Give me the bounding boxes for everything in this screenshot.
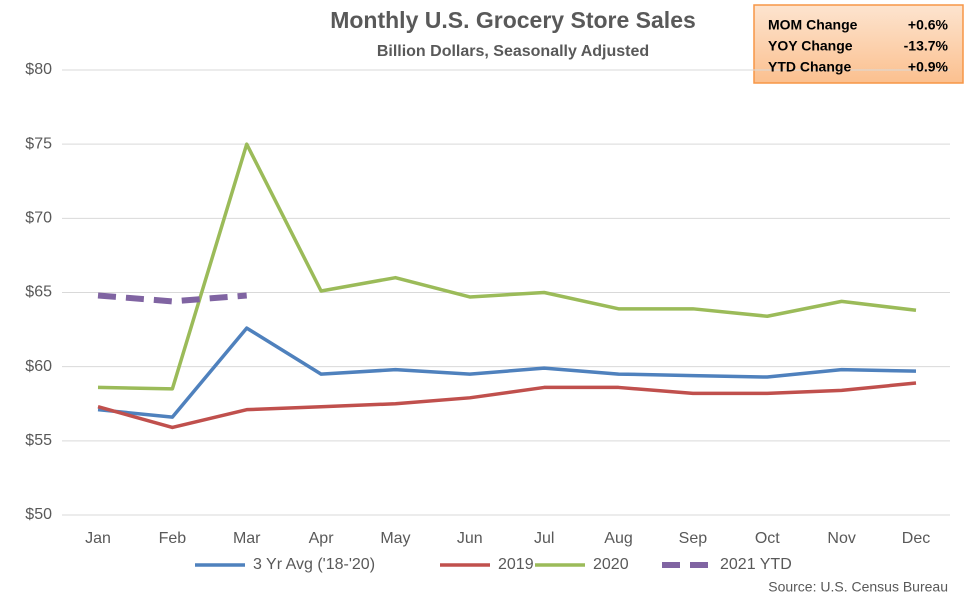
series-line [97, 142, 917, 391]
x-tick-label: Apr [309, 530, 335, 547]
x-tick-label: Jun [457, 530, 483, 547]
y-tick-label: $65 [25, 284, 52, 301]
x-tick-label: Jan [85, 530, 111, 547]
x-tick-label: Feb [159, 530, 187, 547]
stat-value: +0.9% [908, 59, 949, 75]
x-tick-label: Sep [679, 530, 708, 547]
x-tick-label: May [380, 530, 410, 547]
series-line [97, 292, 247, 305]
stat-label: MOM Change [768, 17, 858, 33]
x-tick-label: Jul [534, 530, 554, 547]
chart-title: Monthly U.S. Grocery Store Sales [330, 7, 696, 33]
stat-label: YOY Change [768, 38, 853, 54]
series-line [97, 326, 917, 419]
y-tick-label: $50 [25, 506, 52, 523]
series-line [97, 381, 917, 430]
x-tick-label: Mar [233, 530, 261, 547]
chart-subtitle: Billion Dollars, Seasonally Adjusted [377, 43, 649, 60]
x-tick-label: Dec [902, 530, 930, 547]
stat-value: +0.6% [908, 17, 949, 33]
legend-label: 2021 YTD [720, 556, 792, 573]
legend-label: 2019 [498, 556, 534, 573]
x-tick-label: Aug [604, 530, 632, 547]
y-tick-label: $55 [25, 432, 52, 449]
legend-label: 2020 [593, 556, 629, 573]
y-tick-label: $60 [25, 358, 52, 375]
y-tick-label: $80 [25, 61, 52, 78]
x-tick-label: Oct [755, 530, 780, 547]
y-tick-label: $75 [25, 135, 52, 152]
y-tick-label: $70 [25, 210, 52, 227]
legend-label: 3 Yr Avg ('18-'20) [253, 556, 375, 573]
stat-label: YTD Change [768, 59, 851, 75]
source: Source: U.S. Census Bureau [768, 579, 948, 595]
stat-value: -13.7% [904, 38, 949, 54]
x-tick-label: Nov [827, 530, 855, 547]
